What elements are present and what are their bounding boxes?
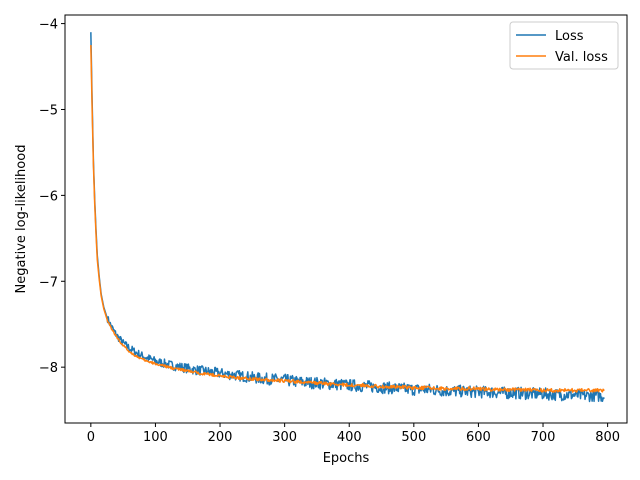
x-tick-label: 800 — [595, 430, 620, 445]
legend-box — [509, 21, 619, 70]
y-tick-label: −8 — [39, 361, 58, 376]
series-line-loss — [90, 32, 605, 403]
y-tick-label: −4 — [39, 18, 58, 33]
x-axis: 0 100 200 300 400 500 600 700 800 — [87, 423, 620, 445]
y-tick-label: −5 — [39, 103, 58, 118]
x-tick-label: 400 — [337, 430, 362, 445]
legend-label-loss: Loss — [555, 29, 584, 44]
x-tick-label: 500 — [401, 430, 426, 445]
y-axis-label: Negative log-likelihood — [14, 145, 29, 294]
x-tick-label: 300 — [272, 430, 297, 445]
x-tick-label: 200 — [208, 430, 233, 445]
plot-lines — [90, 32, 605, 403]
legend-label-val-loss: Val. loss — [555, 50, 608, 65]
y-axis: −4 −5 −6 −7 −8 — [39, 18, 65, 376]
x-tick-label: 700 — [531, 430, 556, 445]
x-axis-label: Epochs — [323, 451, 370, 466]
legend: Loss Val. loss — [509, 21, 619, 70]
y-tick-label: −7 — [39, 275, 58, 290]
series-line-val-loss — [90, 45, 605, 393]
y-tick-label: −6 — [39, 189, 58, 204]
plot-frame — [64, 14, 628, 424]
x-tick-label: 100 — [143, 430, 168, 445]
x-tick-label: 0 — [87, 430, 95, 445]
x-tick-label: 600 — [466, 430, 491, 445]
